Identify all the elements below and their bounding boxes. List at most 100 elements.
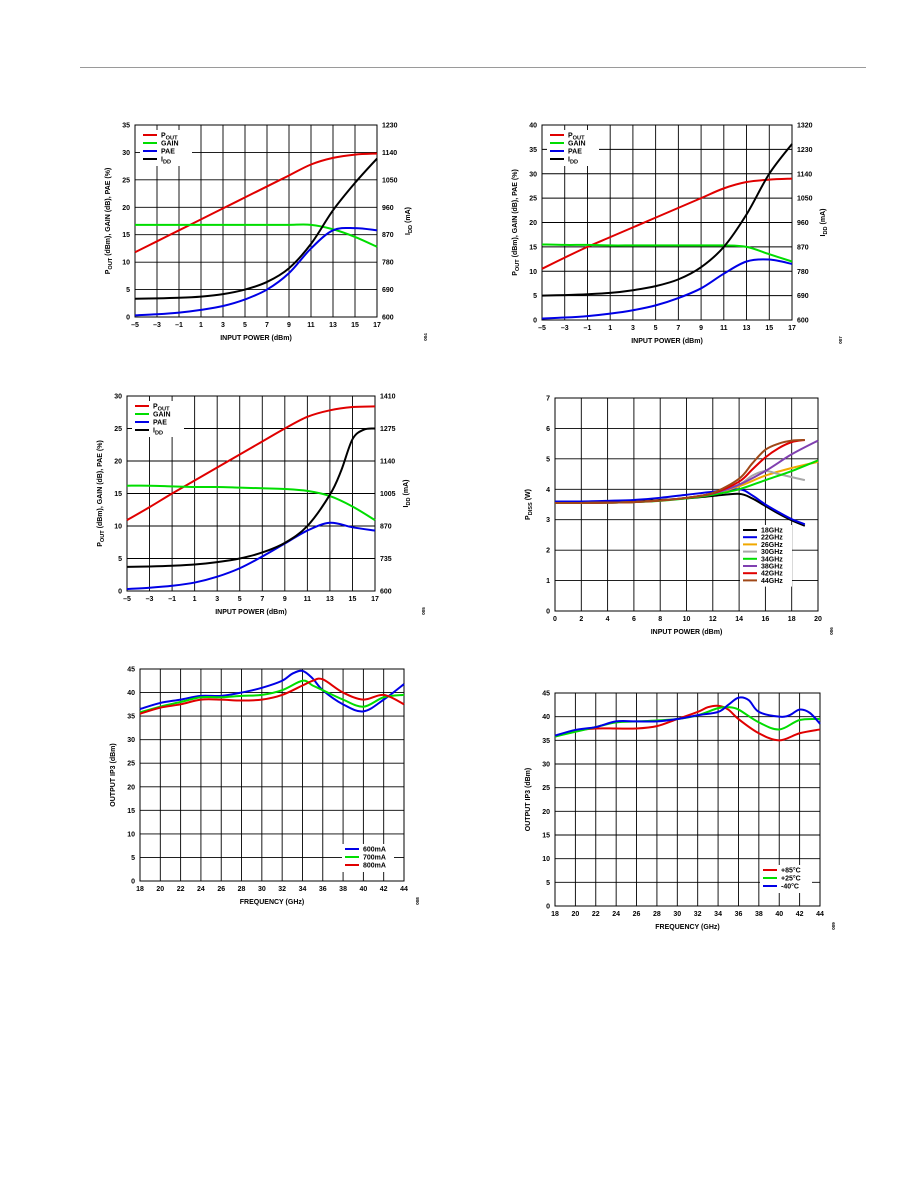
output-ip3-vs-temperature-chart: 18 20 22 24 26 28 30 32 34 36 38 40 42 44 0 5 10 15 20 25 30… [525,691,836,932]
series-line-pout [134,152,378,254]
legend-label-700ma: 700mA [363,855,386,862]
x-tick-label: 3 [221,322,225,329]
x-tick-label: –1 [584,325,592,332]
x-tick-label: 7 [265,322,269,329]
y-tick-label: 0 [546,904,550,911]
y-tick-label: 2 [546,548,550,555]
output-ip3-vs-current-chart: 18 20 22 24 26 28 30 32 34 36 38 40 42 44 0 5 10 15 20 25 30… [110,667,420,907]
x-axis-label: INPUT POWER (dBm) [215,609,287,616]
x-tick-label: –5 [538,325,546,332]
y-tick-label: 45 [127,667,135,674]
x-tick-label: 17 [371,596,379,603]
x-tick-label: 6 [632,616,636,623]
y2-tick-label: 1050 [797,196,813,203]
y2-tick-label: 870 [382,232,394,239]
y2-tick-label: 1140 [382,150,397,157]
y2-tick-label: 870 [797,244,809,251]
y-tick-label: 20 [127,784,135,791]
x-tick-label: 24 [612,911,620,918]
plot-grid [541,124,793,321]
series-line-85-c [554,704,821,742]
y2-tick-label: 600 [797,318,809,325]
y-tick-label: 30 [114,394,122,401]
plot-frame [134,124,378,318]
legend-label-40-c: -40°C [781,883,799,891]
x-axis-label: INPUT POWER (dBm) [631,338,703,345]
y-tick-label: 30 [122,150,130,157]
series-line-25-c [554,706,821,738]
y2-tick-label: 780 [382,260,394,267]
x-tick-label: 40 [359,886,367,893]
legend-label-42ghz: 42GHz [761,571,783,578]
x-tick-label: 17 [788,325,796,332]
x-tick-label: 42 [380,886,388,893]
y-tick-label: 15 [542,833,550,840]
y2-tick-label: 1005 [380,491,396,498]
y2-tick-label: 960 [382,205,394,212]
series-line-gain [541,243,793,263]
series-line-pout [126,405,376,522]
y-tick-label: 5 [126,287,130,294]
y2-tick-label: 1230 [382,123,398,130]
x-tick-label: 5 [238,596,242,603]
legend-label-22ghz: 22GHz [761,535,783,542]
x-tick-label: 3 [631,325,635,332]
y-tick-label: 25 [529,196,537,203]
x-tick-label: –1 [175,322,183,329]
legend-label-pae: PAE [161,149,175,156]
y2-tick-label: 780 [797,269,809,276]
legend-label-pout: POUT [161,133,178,142]
plot-frame [541,124,793,321]
legend-label-85-c: +85°C [781,867,801,875]
legend-label-pae: PAE [153,420,167,427]
legend-label-30ghz: 30GHz [761,549,783,556]
y-tick-label: 30 [529,171,537,178]
y2-tick-label: 690 [797,293,809,300]
legend-label-gain: GAIN [161,141,179,148]
x-tick-label: 9 [287,322,291,329]
legend-label-26ghz: 26GHz [761,542,783,549]
x-tick-label: 32 [694,911,702,918]
x-tick-label: 10 [683,616,691,623]
y-tick-label: 0 [546,609,550,616]
y-axis-label: POUT (dBm), GAIN (dB), PAE (%) [97,440,106,547]
series-line-idd [134,157,378,300]
x-tick-label: 13 [743,325,751,332]
legend-label-idd: IDD [153,428,163,437]
y-tick-label: 30 [127,737,135,744]
figure-id: 004 [423,333,428,341]
y-tick-label: 20 [122,205,130,212]
x-tick-label: 17 [373,322,381,329]
x-tick-label: –5 [123,596,131,603]
series-line-idd [126,427,376,568]
x-tick-label: –5 [131,322,139,329]
x-tick-label: –3 [146,596,154,603]
y-tick-label: 5 [533,293,537,300]
legend-label-25-c: +25°C [781,875,801,883]
legend-label-38ghz: 38GHz [761,564,783,571]
x-tick-label: 20 [571,911,579,918]
x-tick-label: 40 [775,911,783,918]
y-tick-label: 10 [114,524,122,531]
series-line-pae [134,226,378,317]
y-tick-label: 5 [546,880,550,887]
legend-label-pout: POUT [153,404,170,413]
y-tick-label: 1 [546,578,550,585]
y-tick-label: 30 [542,762,550,769]
plot-frame [554,397,819,612]
y-tick-label: 5 [131,855,135,862]
y-tick-label: 25 [122,177,130,184]
plot-frame [126,395,376,592]
y-tick-label: 40 [127,690,135,697]
legend-label-800ma: 800mA [363,863,386,870]
x-tick-label: –3 [153,322,161,329]
x-tick-label: 0 [553,616,557,623]
y-tick-label: 20 [114,459,122,466]
y-tick-label: 35 [122,123,130,130]
y-tick-label: 10 [542,856,550,863]
y-tick-label: 25 [542,785,550,792]
y-tick-label: 3 [546,517,550,524]
x-tick-label: 38 [755,911,763,918]
